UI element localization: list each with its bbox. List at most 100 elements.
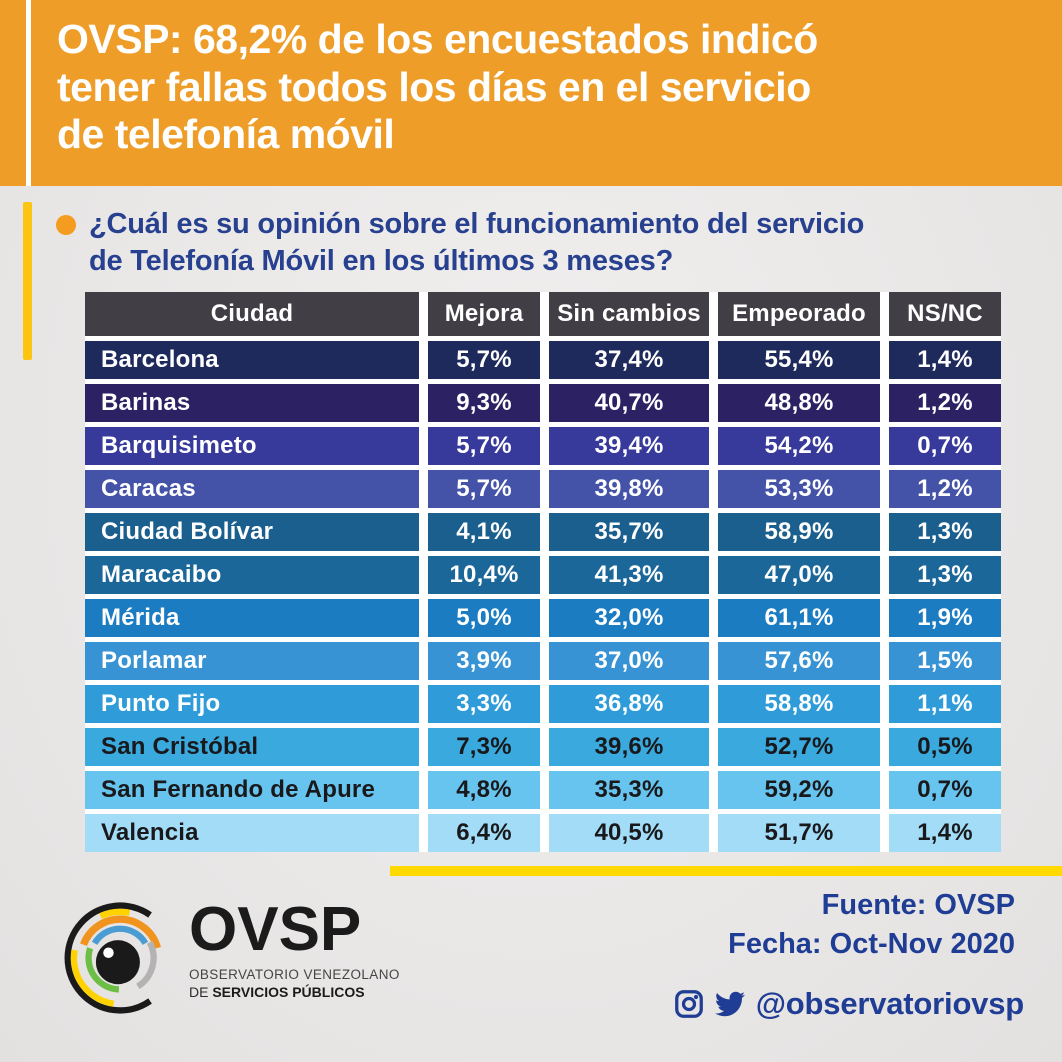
nsnc-cell: 0,7% bbox=[889, 427, 1001, 465]
empeorado-cell: 54,2% bbox=[718, 427, 880, 465]
social-row: @observatoriovsp bbox=[674, 986, 1024, 1022]
sin-cambios-cell: 39,6% bbox=[549, 728, 709, 766]
nsnc-cell: 1,3% bbox=[889, 513, 1001, 551]
empeorado-cell: 58,8% bbox=[718, 685, 880, 723]
table-row: Barcelona 5,7% 37,4% 55,4% 1,4% bbox=[85, 341, 1001, 379]
sin-cambios-cell: 37,0% bbox=[549, 642, 709, 680]
sin-cambios-cell: 39,8% bbox=[549, 470, 709, 508]
ovsp-logo-subtitle-2: DE SERVICIOS PÚBLICOS bbox=[189, 983, 365, 1000]
mejora-cell: 5,7% bbox=[428, 470, 540, 508]
city-cell: Caracas bbox=[85, 470, 419, 508]
table-row: Mérida 5,0% 32,0% 61,1% 1,9% bbox=[85, 599, 1001, 637]
city-cell: San Fernando de Apure bbox=[85, 771, 419, 809]
sin-cambios-cell: 40,7% bbox=[549, 384, 709, 422]
empeorado-cell: 48,8% bbox=[718, 384, 880, 422]
city-cell: San Cristóbal bbox=[85, 728, 419, 766]
date-label: Fecha: Oct-Nov 2020 bbox=[728, 927, 1015, 960]
nsnc-cell: 1,4% bbox=[889, 814, 1001, 852]
nsnc-cell: 1,2% bbox=[889, 384, 1001, 422]
table-row: Porlamar 3,9% 37,0% 57,6% 1,5% bbox=[85, 642, 1001, 680]
mejora-cell: 5,7% bbox=[428, 341, 540, 379]
city-cell: Barinas bbox=[85, 384, 419, 422]
table-row: Valencia 6,4% 40,5% 51,7% 1,4% bbox=[85, 814, 1001, 852]
city-cell: Valencia bbox=[85, 814, 419, 852]
empeorado-cell: 47,0% bbox=[718, 556, 880, 594]
nsnc-cell: 1,9% bbox=[889, 599, 1001, 637]
twitter-icon bbox=[714, 991, 745, 1017]
table-row: San Cristóbal 7,3% 39,6% 52,7% 0,5% bbox=[85, 728, 1001, 766]
empeorado-cell: 59,2% bbox=[718, 771, 880, 809]
question-block: ¿Cuál es su opinión sobre el funcionamie… bbox=[56, 206, 1016, 280]
ovsp-logo-subtitle-1: OBSERVATORIO VENEZOLANO bbox=[189, 966, 400, 982]
ovsp-logo-text: OVSP OBSERVATORIO VENEZOLANO DE SERVICIO… bbox=[189, 895, 400, 1000]
city-cell: Barcelona bbox=[85, 341, 419, 379]
mejora-cell: 3,3% bbox=[428, 685, 540, 723]
nsnc-cell: 1,2% bbox=[889, 470, 1001, 508]
table-header-row: Ciudad Mejora Sin cambios Empeorado NS/N… bbox=[85, 292, 1001, 336]
ovsp-logo: OVSP OBSERVATORIO VENEZOLANO DE SERVICIO… bbox=[55, 893, 400, 1023]
column-header-nsnc: NS/NC bbox=[889, 292, 1001, 336]
nsnc-cell: 1,5% bbox=[889, 642, 1001, 680]
empeorado-cell: 58,9% bbox=[718, 513, 880, 551]
sin-cambios-cell: 40,5% bbox=[549, 814, 709, 852]
mejora-cell: 6,4% bbox=[428, 814, 540, 852]
column-header-sin-cambios: Sin cambios bbox=[549, 292, 709, 336]
sin-cambios-cell: 41,3% bbox=[549, 556, 709, 594]
city-cell: Barquisimeto bbox=[85, 427, 419, 465]
sin-cambios-cell: 36,8% bbox=[549, 685, 709, 723]
nsnc-cell: 0,7% bbox=[889, 771, 1001, 809]
empeorado-cell: 51,7% bbox=[718, 814, 880, 852]
table-row: Maracaibo 10,4% 41,3% 47,0% 1,3% bbox=[85, 556, 1001, 594]
sin-cambios-cell: 39,4% bbox=[549, 427, 709, 465]
nsnc-cell: 1,3% bbox=[889, 556, 1001, 594]
empeorado-cell: 53,3% bbox=[718, 470, 880, 508]
table-row: Punto Fijo 3,3% 36,8% 58,8% 1,1% bbox=[85, 685, 1001, 723]
city-cell: Mérida bbox=[85, 599, 419, 637]
nsnc-cell: 0,5% bbox=[889, 728, 1001, 766]
column-header-empeorado: Empeorado bbox=[718, 292, 880, 336]
city-cell: Maracaibo bbox=[85, 556, 419, 594]
ovsp-logo-name: OVSP bbox=[189, 895, 362, 964]
ovsp-eye-icon bbox=[64, 902, 161, 1014]
nsnc-cell: 1,1% bbox=[889, 685, 1001, 723]
question-text: ¿Cuál es su opinión sobre el funcionamie… bbox=[89, 208, 865, 278]
table-row: Ciudad Bolívar 4,1% 35,7% 58,9% 1,3% bbox=[85, 513, 1001, 551]
mejora-cell: 9,3% bbox=[428, 384, 540, 422]
header-accent-line bbox=[26, 0, 31, 186]
nsnc-cell: 1,4% bbox=[889, 341, 1001, 379]
city-cell: Punto Fijo bbox=[85, 685, 419, 723]
survey-table: Ciudad Mejora Sin cambios Empeorado NS/N… bbox=[85, 292, 1001, 852]
bullet-icon bbox=[56, 215, 76, 235]
city-cell: Ciudad Bolívar bbox=[85, 513, 419, 551]
mejora-cell: 3,9% bbox=[428, 642, 540, 680]
instagram-icon bbox=[674, 990, 703, 1018]
city-cell: Porlamar bbox=[85, 642, 419, 680]
sin-cambios-cell: 35,3% bbox=[549, 771, 709, 809]
mejora-cell: 5,7% bbox=[428, 427, 540, 465]
headline: OVSP: 68,2% de los encuestados indicó te… bbox=[57, 16, 818, 158]
empeorado-cell: 52,7% bbox=[718, 728, 880, 766]
sin-cambios-cell: 35,7% bbox=[549, 513, 709, 551]
mejora-cell: 4,1% bbox=[428, 513, 540, 551]
column-header-ciudad: Ciudad bbox=[85, 292, 419, 336]
sin-cambios-cell: 32,0% bbox=[549, 599, 709, 637]
footer-accent-bar bbox=[390, 866, 1062, 876]
table-row: Barquisimeto 5,7% 39,4% 54,2% 0,7% bbox=[85, 427, 1001, 465]
social-handle: @observatoriovsp bbox=[755, 986, 1024, 1021]
table-row: San Fernando de Apure 4,8% 35,3% 59,2% 0… bbox=[85, 771, 1001, 809]
header-banner: OVSP: 68,2% de los encuestados indicó te… bbox=[0, 0, 1062, 186]
source-block: Fuente: OVSP Fecha: Oct-Nov 2020 bbox=[728, 886, 1015, 963]
source-label: Fuente: OVSP bbox=[821, 889, 1015, 921]
section-accent-bar bbox=[23, 202, 32, 360]
sin-cambios-cell: 37,4% bbox=[549, 341, 709, 379]
mejora-cell: 4,8% bbox=[428, 771, 540, 809]
empeorado-cell: 61,1% bbox=[718, 599, 880, 637]
mejora-cell: 10,4% bbox=[428, 556, 540, 594]
mejora-cell: 7,3% bbox=[428, 728, 540, 766]
column-header-mejora: Mejora bbox=[428, 292, 540, 336]
table-row: Caracas 5,7% 39,8% 53,3% 1,2% bbox=[85, 470, 1001, 508]
empeorado-cell: 55,4% bbox=[718, 341, 880, 379]
mejora-cell: 5,0% bbox=[428, 599, 540, 637]
table-row: Barinas 9,3% 40,7% 48,8% 1,2% bbox=[85, 384, 1001, 422]
